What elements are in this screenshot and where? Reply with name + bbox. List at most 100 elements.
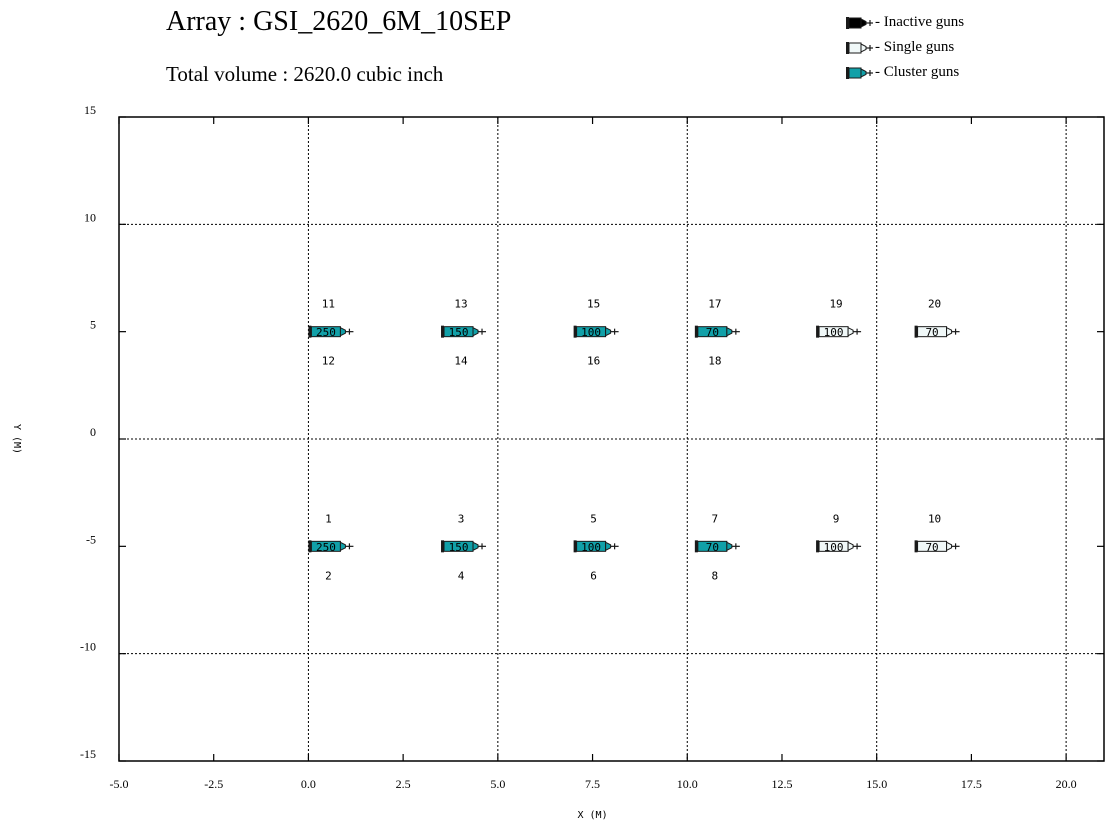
gun-cap xyxy=(846,66,849,79)
gun-id-label: 15 xyxy=(587,298,600,311)
gun-nozzle xyxy=(860,42,867,53)
gun-volume-label: 150 xyxy=(449,541,469,554)
gun-cap xyxy=(441,540,445,553)
x-tick-label: 5.0 xyxy=(490,777,505,791)
legend-item-single: - Single guns xyxy=(845,35,964,60)
inactive-gun-icon xyxy=(846,16,873,29)
gun-nozzle xyxy=(472,326,479,337)
cluster-gun: 150 xyxy=(441,540,487,554)
gun-id-label: 14 xyxy=(454,355,468,368)
gun-volume-label: 70 xyxy=(706,541,719,554)
y-tick-label: -5 xyxy=(86,532,96,546)
gun-cap xyxy=(441,325,445,338)
gun-id-label: 16 xyxy=(587,355,600,368)
gun-cap xyxy=(816,325,820,338)
gun-id-label: 19 xyxy=(829,298,842,311)
gun-cap xyxy=(573,325,577,338)
gun-nozzle xyxy=(847,326,854,337)
x-tick-label: 15.0 xyxy=(866,777,887,791)
cluster-gun: 100 xyxy=(573,325,619,339)
gun-volume-label: 100 xyxy=(824,541,844,554)
gun-volume-label: 150 xyxy=(449,326,469,339)
y-tick-label: 5 xyxy=(90,318,96,332)
gun-cap xyxy=(694,540,698,553)
gun-id-label: 13 xyxy=(454,298,467,311)
gun-cap xyxy=(846,16,849,29)
gun-nozzle xyxy=(726,326,733,337)
single-gun: 100 xyxy=(816,325,862,339)
legend-item-inactive: - Inactive guns xyxy=(845,10,964,35)
chart-title: Array : GSI_2620_6M_10SEP xyxy=(166,6,512,37)
single-gun: 70 xyxy=(914,325,960,339)
gun-nozzle xyxy=(605,541,612,552)
legend: - Inactive guns - Single guns - Cluster … xyxy=(845,10,964,85)
x-tick-label: 20.0 xyxy=(1056,777,1077,791)
gun-id-label: 10 xyxy=(928,512,941,525)
gun-cap xyxy=(914,325,918,338)
gun-cap xyxy=(694,325,698,338)
gun-nozzle xyxy=(946,326,953,337)
gun-id-label: 7 xyxy=(712,512,719,525)
gun-cap xyxy=(573,540,577,553)
gun-volume-label: 250 xyxy=(316,326,336,339)
cluster-gun-icon xyxy=(846,66,873,79)
gun-id-label: 6 xyxy=(590,569,597,582)
legend-label-single: - Single guns xyxy=(875,39,955,55)
gun-id-label: 1 xyxy=(325,512,332,525)
gun-id-label: 2 xyxy=(325,569,332,582)
gun-cap xyxy=(846,41,849,54)
gun-cap xyxy=(914,540,918,553)
gun-nozzle xyxy=(946,541,953,552)
gun-id-label: 12 xyxy=(322,355,335,368)
gun-id-label: 9 xyxy=(833,512,840,525)
gun-nozzle xyxy=(339,326,346,337)
x-tick-label: -2.5 xyxy=(204,777,223,791)
gun-id-label: 20 xyxy=(928,298,941,311)
gun-nozzle xyxy=(860,67,867,78)
chart-subtitle: Total volume : 2620.0 cubic inch xyxy=(166,62,444,86)
gun-volume-label: 100 xyxy=(581,541,601,554)
legend-label-cluster: - Cluster guns xyxy=(875,64,960,80)
gun-id-label: 11 xyxy=(322,298,335,311)
gun-cap xyxy=(816,540,820,553)
x-tick-label: 12.5 xyxy=(771,777,792,791)
single-gun-icon xyxy=(846,41,873,54)
single-gun: 100 xyxy=(816,540,862,554)
y-axis-label: Y (M) xyxy=(11,424,22,454)
legend-gun-glyph xyxy=(846,16,873,29)
gun-volume-label: 100 xyxy=(581,326,601,339)
gun-nozzle xyxy=(726,541,733,552)
legend-label-inactive: - Inactive guns xyxy=(875,14,965,30)
gun-nozzle xyxy=(860,17,867,28)
gun-cap xyxy=(308,540,312,553)
y-tick-label: -15 xyxy=(80,747,96,761)
x-tick-label: 10.0 xyxy=(677,777,698,791)
cluster-gun: 100 xyxy=(573,540,619,554)
x-tick-label: 7.5 xyxy=(585,777,600,791)
gun-id-label: 8 xyxy=(712,569,719,582)
gun-volume-label: 70 xyxy=(706,326,719,339)
legend-gun-glyph xyxy=(846,41,873,54)
x-tick-label: 17.5 xyxy=(961,777,982,791)
gun-nozzle xyxy=(339,541,346,552)
gun-id-label: 4 xyxy=(458,569,465,582)
gun-id-label: 3 xyxy=(458,512,465,525)
gun-id-label: 17 xyxy=(708,298,721,311)
single-gun: 70 xyxy=(914,540,960,554)
x-tick-label: 2.5 xyxy=(396,777,411,791)
x-tick-label: -5.0 xyxy=(110,777,129,791)
cluster-gun: 150 xyxy=(441,325,487,339)
cluster-gun: 70 xyxy=(694,325,740,339)
x-axis-label: X (M) xyxy=(578,810,608,821)
y-tick-label: 10 xyxy=(84,210,96,224)
cluster-gun: 250 xyxy=(308,540,354,554)
gun-cap xyxy=(308,325,312,338)
cluster-gun: 70 xyxy=(694,540,740,554)
gun-nozzle xyxy=(847,541,854,552)
gun-nozzle xyxy=(472,541,479,552)
y-tick-label: 0 xyxy=(90,425,96,439)
legend-gun-glyph xyxy=(846,66,873,79)
gun-volume-label: 70 xyxy=(925,326,938,339)
guns-layer: 250 150 100 70 100 70 250 150 100 70 100 70 xyxy=(308,325,960,554)
